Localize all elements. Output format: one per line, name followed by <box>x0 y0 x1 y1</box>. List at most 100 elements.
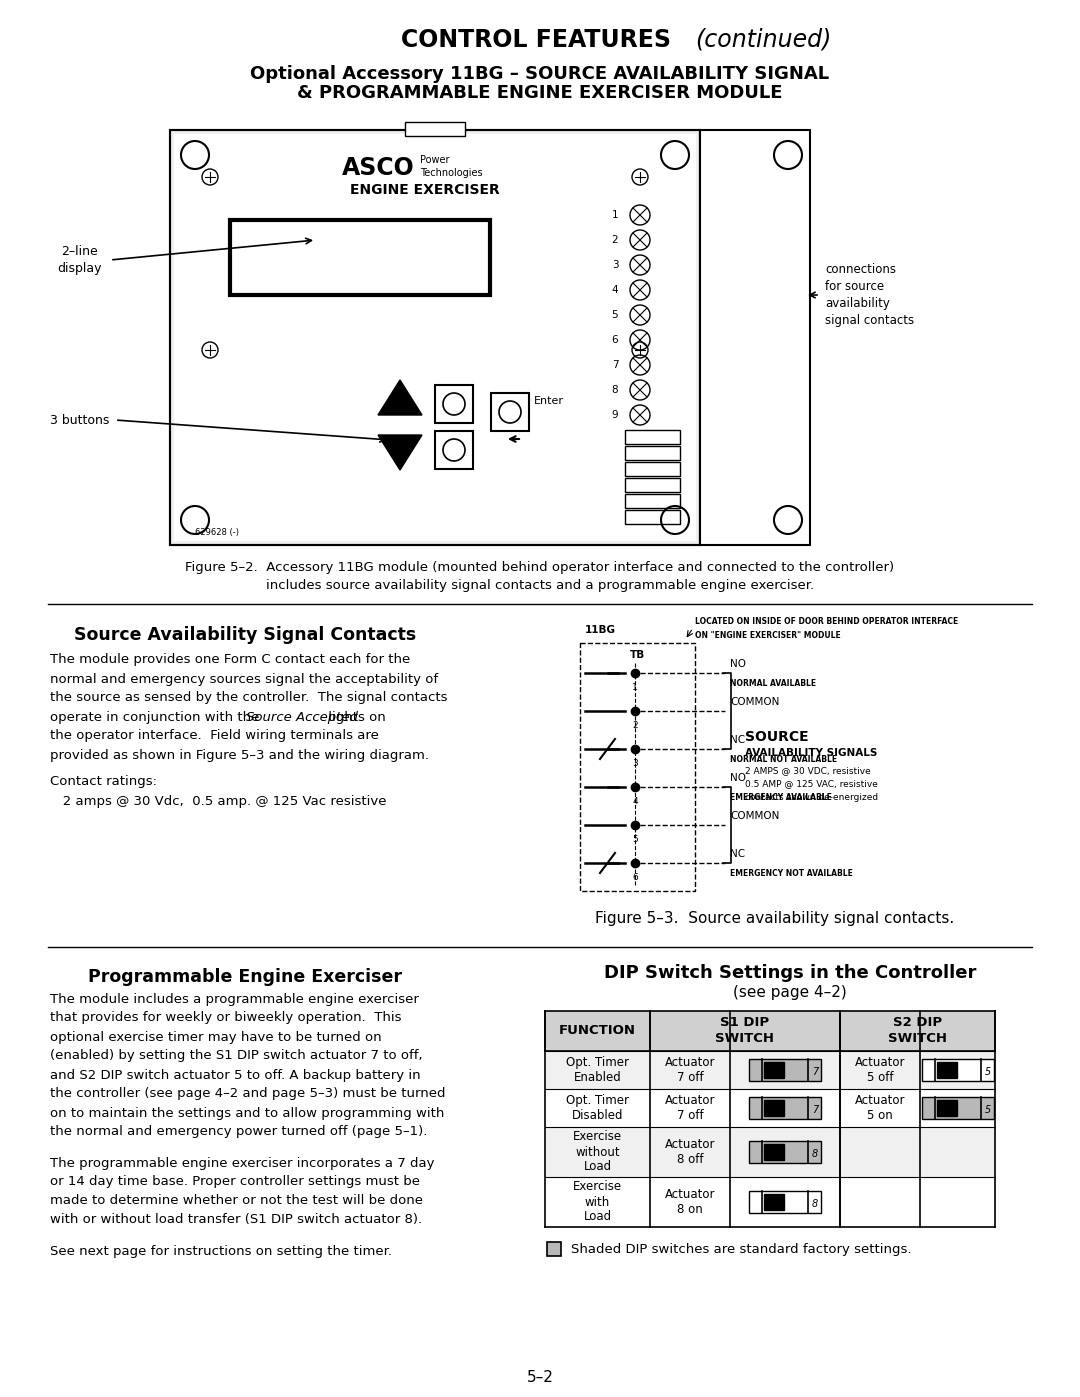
Text: or 14 day time base. Proper controller settings must be: or 14 day time base. Proper controller s… <box>50 1175 420 1189</box>
Bar <box>545 1051 995 1090</box>
Text: Exercise
with
Load: Exercise with Load <box>572 1180 622 1224</box>
Bar <box>936 1062 957 1078</box>
Text: Optional Accessory 11BG – SOURCE AVAILABILITY SIGNAL: Optional Accessory 11BG – SOURCE AVAILAB… <box>251 66 829 82</box>
Text: FUNCTION: FUNCTION <box>559 1024 636 1038</box>
Text: Enter: Enter <box>534 395 564 407</box>
Bar <box>625 510 680 524</box>
Text: CONTROL FEATURES: CONTROL FEATURES <box>401 28 679 52</box>
Text: 8: 8 <box>812 1199 819 1208</box>
Bar <box>545 1090 995 1127</box>
Text: 8: 8 <box>611 386 619 395</box>
Text: 2: 2 <box>611 235 619 244</box>
Bar <box>625 478 680 492</box>
Text: 7: 7 <box>611 360 619 370</box>
Bar <box>625 462 680 476</box>
Text: 5: 5 <box>984 1105 990 1115</box>
Text: (enabled) by setting the S1 DIP switch actuator 7 to off,: (enabled) by setting the S1 DIP switch a… <box>50 1049 422 1063</box>
Text: normal and emergency sources signal the acceptability of: normal and emergency sources signal the … <box>50 672 438 686</box>
Text: 629628 (-): 629628 (-) <box>195 528 239 538</box>
Text: 6: 6 <box>632 873 638 882</box>
Text: 6: 6 <box>611 335 619 345</box>
Text: 7: 7 <box>812 1105 819 1115</box>
Text: 2: 2 <box>632 721 638 731</box>
Bar <box>750 1141 821 1162</box>
Text: Technologies: Technologies <box>420 168 483 177</box>
Text: NO: NO <box>730 773 746 782</box>
Text: Opt. Timer
Disabled: Opt. Timer Disabled <box>566 1094 629 1122</box>
Text: NC: NC <box>730 849 745 859</box>
Text: ↘: ↘ <box>775 1067 785 1077</box>
Bar <box>546 1242 561 1256</box>
Text: Actuator
5 off: Actuator 5 off <box>854 1056 905 1084</box>
Text: Actuator
7 off: Actuator 7 off <box>665 1094 715 1122</box>
Bar <box>625 446 680 460</box>
Bar <box>921 1097 994 1119</box>
Text: ↘: ↘ <box>775 1199 785 1208</box>
Text: ASCO: ASCO <box>342 156 415 180</box>
Text: 3: 3 <box>611 260 619 270</box>
Text: 7: 7 <box>812 1067 819 1077</box>
Text: 3: 3 <box>632 759 638 768</box>
Text: made to determine whether or not the test will be done: made to determine whether or not the tes… <box>50 1194 423 1207</box>
Text: 8: 8 <box>812 1148 819 1160</box>
Text: ↘: ↘ <box>948 1067 957 1077</box>
Text: 4: 4 <box>632 798 638 806</box>
Bar <box>936 1099 957 1116</box>
Polygon shape <box>378 434 422 469</box>
Polygon shape <box>378 380 422 415</box>
Bar <box>435 432 473 469</box>
Text: that provides for weekly or biweekly operation.  This: that provides for weekly or biweekly ope… <box>50 1011 402 1024</box>
Text: provided as shown in Figure 5–3 and the wiring diagram.: provided as shown in Figure 5–3 and the … <box>50 749 429 761</box>
Text: EMERGENCY AVAILABLE: EMERGENCY AVAILABLE <box>730 793 832 802</box>
Text: Actuator
7 off: Actuator 7 off <box>665 1056 715 1084</box>
Text: the controller (see page 4–2 and page 5–3) must be turned: the controller (see page 4–2 and page 5–… <box>50 1087 446 1101</box>
Text: (see page 4–2): (see page 4–2) <box>733 985 847 1000</box>
Bar <box>545 1178 995 1227</box>
Text: Actuator
8 on: Actuator 8 on <box>665 1187 715 1215</box>
Text: Source Availability Signal Contacts: Source Availability Signal Contacts <box>73 626 416 644</box>
Text: 1: 1 <box>632 683 638 692</box>
Text: 11BG: 11BG <box>585 624 616 636</box>
Text: COMMON: COMMON <box>730 697 780 707</box>
Text: S2 DIP
SWITCH: S2 DIP SWITCH <box>888 1017 947 1045</box>
Text: Contact ratings:: Contact ratings: <box>50 775 157 788</box>
Bar <box>750 1097 821 1119</box>
Bar <box>174 134 696 541</box>
Text: lights on: lights on <box>324 711 386 724</box>
Bar <box>625 430 680 444</box>
Text: 9: 9 <box>611 409 619 420</box>
Text: 5: 5 <box>611 310 619 320</box>
Bar <box>764 1144 784 1160</box>
Bar <box>170 130 700 545</box>
Text: 2 amps @ 30 Vdc,  0.5 amp. @ 125 Vac resistive: 2 amps @ 30 Vdc, 0.5 amp. @ 125 Vac resi… <box>50 795 387 807</box>
Bar <box>764 1062 784 1078</box>
Bar <box>491 393 529 432</box>
Text: SOURCE: SOURCE <box>745 731 809 745</box>
Text: NORMAL AVAILABLE: NORMAL AVAILABLE <box>730 679 816 687</box>
Text: the normal and emergency power turned off (page 5–1).: the normal and emergency power turned of… <box>50 1126 428 1139</box>
Text: connections
for source
availability
signal contacts: connections for source availability sign… <box>825 263 914 327</box>
Text: 4: 4 <box>611 285 619 295</box>
Bar <box>764 1194 784 1210</box>
Text: The module includes a programmable engine exerciser: The module includes a programmable engin… <box>50 992 419 1006</box>
Text: Shaded DIP switches are standard factory settings.: Shaded DIP switches are standard factory… <box>571 1242 912 1256</box>
Text: 2 AMPS @ 30 VDC, resistive: 2 AMPS @ 30 VDC, resistive <box>745 767 870 775</box>
Text: Power: Power <box>420 155 449 165</box>
Text: Figure 5–2.  Accessory 11BG module (mounted behind operator interface and connec: Figure 5–2. Accessory 11BG module (mount… <box>186 560 894 574</box>
Text: contacts shown de-energized: contacts shown de-energized <box>745 792 878 802</box>
Text: 0.5 AMP @ 125 VAC, resistive: 0.5 AMP @ 125 VAC, resistive <box>745 780 878 788</box>
Bar <box>545 1127 995 1178</box>
Text: S1 DIP
SWITCH: S1 DIP SWITCH <box>715 1017 774 1045</box>
Text: on to maintain the settings and to allow programming with: on to maintain the settings and to allow… <box>50 1106 444 1119</box>
Text: operate in conjunction with the: operate in conjunction with the <box>50 711 264 724</box>
Text: NC: NC <box>730 735 745 745</box>
Bar <box>921 1059 994 1081</box>
Text: COMMON: COMMON <box>730 812 780 821</box>
Text: optional exercise timer may have to be turned on: optional exercise timer may have to be t… <box>50 1031 381 1044</box>
Text: ↘: ↘ <box>775 1105 785 1115</box>
Text: the source as sensed by the controller.  The signal contacts: the source as sensed by the controller. … <box>50 692 447 704</box>
Text: Source Accepted: Source Accepted <box>246 711 357 724</box>
Text: The programmable engine exerciser incorporates a 7 day: The programmable engine exerciser incorp… <box>50 1157 434 1169</box>
Text: with or without load transfer (S1 DIP switch actuator 8).: with or without load transfer (S1 DIP sw… <box>50 1214 422 1227</box>
Bar <box>700 130 810 545</box>
